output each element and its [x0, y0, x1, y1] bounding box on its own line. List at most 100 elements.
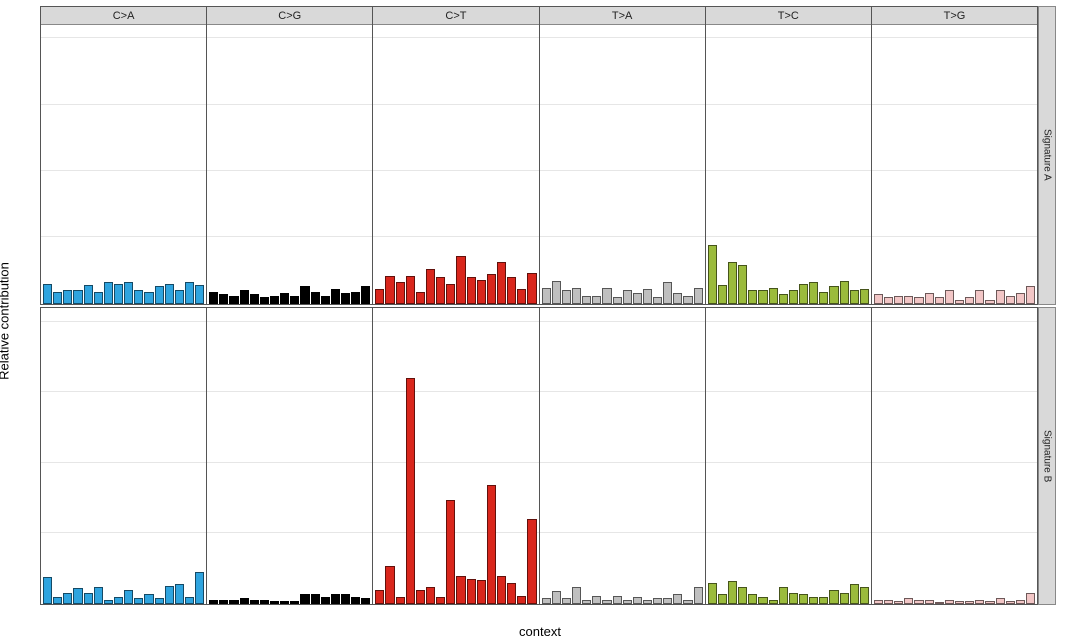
facet-row: 0.000.050.100.150.20A.AA.CA.GA.TC.AC.CC.… — [40, 307, 1056, 606]
bar — [673, 293, 682, 304]
facet-panel: C>T — [372, 6, 539, 305]
row-strip-label: Signature B — [1038, 307, 1056, 606]
bar — [300, 594, 309, 604]
bar — [683, 296, 692, 304]
bar — [592, 296, 601, 304]
bar — [840, 593, 849, 604]
bar — [290, 296, 299, 304]
bar — [53, 292, 62, 304]
bar — [799, 284, 808, 304]
bar — [396, 282, 405, 303]
panel-body — [540, 25, 705, 304]
column-strip-label: T>C — [706, 7, 871, 25]
bar — [209, 292, 218, 304]
bar — [497, 576, 506, 604]
bar-group — [43, 308, 204, 605]
bar — [718, 594, 727, 604]
bar — [708, 583, 717, 604]
bar — [361, 286, 370, 303]
bar-group — [209, 308, 370, 605]
facet-panel: T>G — [871, 6, 1038, 305]
bar — [623, 290, 632, 303]
bar — [260, 297, 269, 304]
bar — [114, 284, 123, 304]
column-strip-label: C>A — [41, 7, 206, 25]
bar-group — [874, 25, 1035, 304]
bar — [738, 265, 747, 303]
bar — [1026, 593, 1035, 604]
bar — [884, 297, 893, 304]
panel-body — [207, 25, 372, 304]
bar — [144, 594, 153, 604]
bar — [517, 289, 526, 304]
bar — [165, 284, 174, 304]
bar — [809, 282, 818, 303]
bar — [728, 581, 737, 604]
bar — [497, 262, 506, 303]
bar — [552, 591, 561, 604]
bar — [84, 593, 93, 604]
y-axis-label: Relative contribution — [0, 262, 12, 380]
bar — [456, 576, 465, 604]
bar — [874, 294, 883, 303]
bar — [185, 282, 194, 303]
facet-panels: C>A0.000.050.100.150.20C>GC>TT>AT>CT>G — [40, 6, 1038, 305]
bar — [860, 587, 869, 604]
bar — [829, 590, 838, 604]
bar — [718, 285, 727, 304]
bar-group — [209, 25, 370, 304]
panel-body — [373, 25, 538, 304]
bar — [708, 245, 717, 303]
bar — [758, 597, 767, 604]
facet-panel: A.AA.CA.GA.TC.AC.CC.GC.TG.AG.CG.GG.TT.AT… — [871, 307, 1038, 606]
row-strip-label: Signature A — [1038, 6, 1056, 305]
bar — [633, 597, 642, 604]
bar — [456, 256, 465, 304]
bar — [114, 597, 123, 604]
bar — [375, 590, 384, 604]
bar — [572, 288, 581, 304]
bar — [653, 297, 662, 304]
column-strip-label: C>G — [207, 7, 372, 25]
bar — [165, 586, 174, 604]
facet-panel: A.AA.CA.GA.TC.AC.CC.GC.TG.AG.CG.GG.TT.AT… — [705, 307, 872, 606]
bar — [53, 597, 62, 604]
bar — [351, 597, 360, 604]
bar — [385, 566, 394, 604]
bar — [850, 584, 859, 604]
bar — [467, 579, 476, 604]
bar — [748, 290, 757, 303]
bar — [311, 594, 320, 604]
column-strip-label: C>T — [373, 7, 538, 25]
facet-panels: 0.000.050.100.150.20A.AA.CA.GA.TC.AC.CC.… — [40, 307, 1038, 606]
bar — [341, 594, 350, 604]
panel-body — [872, 25, 1037, 304]
bar — [341, 293, 350, 304]
bar — [426, 587, 435, 604]
bar — [789, 593, 798, 604]
bar-group — [708, 308, 869, 605]
bar — [1006, 296, 1015, 304]
bar — [935, 297, 944, 304]
bar — [850, 290, 859, 303]
bar — [124, 282, 133, 303]
bar — [104, 282, 113, 303]
bar-group — [43, 25, 204, 304]
bar — [436, 277, 445, 304]
bar — [175, 290, 184, 303]
bar — [63, 290, 72, 303]
bar-group — [542, 25, 703, 304]
bar — [219, 294, 228, 303]
bar — [975, 290, 984, 303]
bar — [527, 519, 536, 604]
bar — [321, 597, 330, 604]
bar-group — [375, 25, 536, 304]
bar — [572, 587, 581, 604]
bar — [250, 294, 259, 303]
bar — [552, 281, 561, 304]
bar — [94, 292, 103, 304]
bar — [643, 289, 652, 304]
bar — [280, 293, 289, 304]
bar — [829, 286, 838, 303]
bar — [477, 580, 486, 604]
